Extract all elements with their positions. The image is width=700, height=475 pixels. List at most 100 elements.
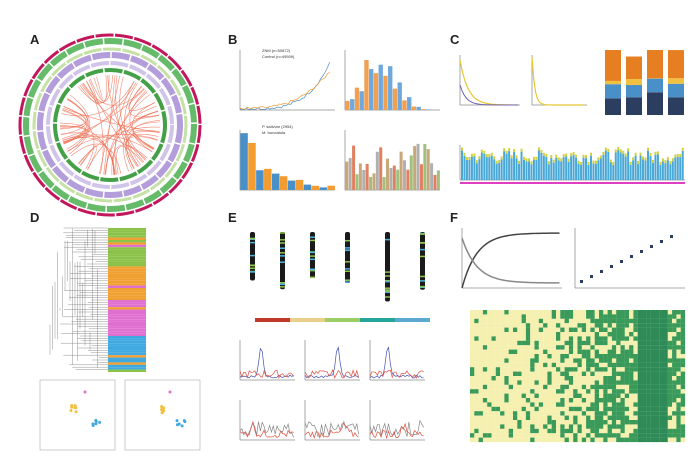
cell	[599, 389, 604, 394]
axis	[239, 50, 335, 111]
cell	[637, 376, 643, 381]
bar	[490, 155, 493, 180]
cell	[581, 411, 587, 416]
cell	[560, 310, 565, 315]
cell	[513, 327, 518, 333]
axis	[369, 400, 425, 441]
cell	[624, 323, 630, 328]
bar	[555, 157, 558, 180]
cell	[108, 283, 146, 286]
cell	[470, 376, 475, 381]
bar	[599, 158, 602, 180]
bar	[619, 152, 622, 180]
bar	[475, 160, 478, 164]
cell	[586, 345, 591, 350]
cell	[551, 402, 557, 407]
cell	[543, 376, 548, 381]
cell	[108, 343, 146, 346]
cell	[108, 300, 146, 303]
cell	[474, 318, 479, 324]
cell	[517, 310, 522, 315]
cell	[663, 314, 668, 319]
bar	[348, 158, 352, 190]
cell	[629, 398, 634, 403]
cell	[504, 367, 509, 372]
colorbar	[395, 318, 402, 322]
colorbar	[290, 318, 297, 322]
cell	[654, 323, 660, 328]
cell	[577, 380, 582, 385]
cell	[487, 336, 492, 341]
cell	[487, 318, 492, 324]
cell	[525, 336, 531, 341]
cell	[543, 437, 548, 443]
bar	[602, 154, 605, 180]
cell	[607, 332, 612, 337]
cell	[650, 389, 655, 394]
cell	[577, 433, 582, 438]
cell	[543, 371, 548, 377]
cell	[568, 323, 574, 328]
link	[105, 94, 150, 175]
cell	[646, 310, 651, 315]
band	[280, 252, 285, 254]
cell	[659, 433, 664, 438]
cell	[504, 415, 509, 421]
cell	[560, 433, 565, 438]
cell	[551, 406, 557, 412]
cell	[659, 362, 664, 368]
bar	[570, 153, 573, 157]
cell	[599, 406, 604, 412]
cell	[663, 380, 668, 385]
cell	[573, 323, 578, 328]
cell	[508, 428, 514, 434]
cell	[586, 428, 591, 434]
legend-entry: P. sativum (2954)	[262, 124, 293, 129]
bar	[642, 156, 645, 160]
cell	[603, 332, 608, 337]
cell	[556, 380, 561, 385]
cell	[590, 415, 595, 421]
cell	[672, 376, 677, 381]
cell	[616, 358, 621, 363]
cell	[577, 327, 582, 333]
bar	[498, 162, 501, 180]
cell	[108, 230, 146, 233]
cell	[599, 340, 604, 346]
cell	[659, 314, 664, 319]
cell	[629, 323, 634, 328]
cell	[663, 420, 668, 425]
cell	[659, 323, 664, 328]
band	[385, 296, 390, 298]
cell	[607, 362, 612, 368]
cell	[568, 358, 574, 363]
link	[132, 121, 160, 152]
cell	[611, 318, 617, 324]
cell	[599, 323, 604, 328]
bar	[647, 50, 663, 79]
cell	[581, 376, 587, 381]
cell	[543, 332, 548, 337]
cell	[478, 406, 483, 412]
cell	[538, 332, 544, 337]
cell	[663, 424, 668, 429]
cell	[538, 406, 544, 412]
bar	[654, 151, 657, 155]
cell	[676, 371, 681, 377]
cell	[504, 428, 509, 434]
cell	[663, 402, 668, 407]
cell	[564, 362, 569, 368]
cell	[620, 437, 625, 443]
cell	[599, 402, 604, 407]
cell	[482, 428, 488, 434]
cell	[599, 420, 604, 425]
cell	[495, 371, 501, 377]
cell	[500, 310, 505, 315]
cell	[594, 327, 600, 333]
cell	[504, 371, 509, 377]
cell	[573, 398, 578, 403]
cell	[659, 424, 664, 429]
cell	[556, 420, 561, 425]
cell	[517, 380, 522, 385]
cell	[663, 415, 668, 421]
